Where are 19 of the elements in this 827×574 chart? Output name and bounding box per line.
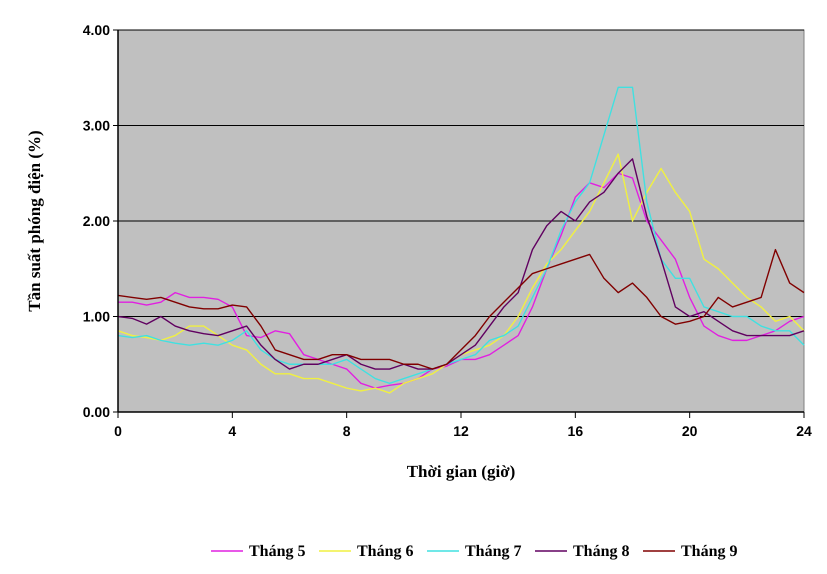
legend-label: Tháng 5 bbox=[249, 543, 306, 560]
y-tick-label: 0.00 bbox=[82, 404, 110, 420]
x-tick-label: 0 bbox=[114, 423, 122, 439]
y-tick-label: 1.00 bbox=[82, 308, 110, 324]
x-tick-label: 8 bbox=[342, 423, 351, 439]
legend-label: Tháng 6 bbox=[357, 543, 414, 560]
x-tick-label: 4 bbox=[228, 423, 236, 439]
x-tick-label: 20 bbox=[682, 423, 698, 439]
x-tick-label: 16 bbox=[568, 423, 584, 439]
y-tick-label: 2.00 bbox=[82, 212, 110, 229]
x-axis-title: Thời gian (giờ) bbox=[406, 462, 516, 481]
legend-label: Tháng 7 bbox=[465, 543, 522, 560]
legend-label: Tháng 8 bbox=[573, 543, 630, 560]
y-tick-label: 3.00 bbox=[82, 117, 110, 134]
legend-label: Tháng 9 bbox=[681, 543, 738, 560]
x-tick-label: 24 bbox=[796, 423, 812, 439]
x-tick-label: 12 bbox=[453, 423, 469, 439]
y-axis-title: Tần suất phóng điện (%) bbox=[25, 130, 44, 312]
y-tick-label: 4.00 bbox=[82, 22, 110, 38]
